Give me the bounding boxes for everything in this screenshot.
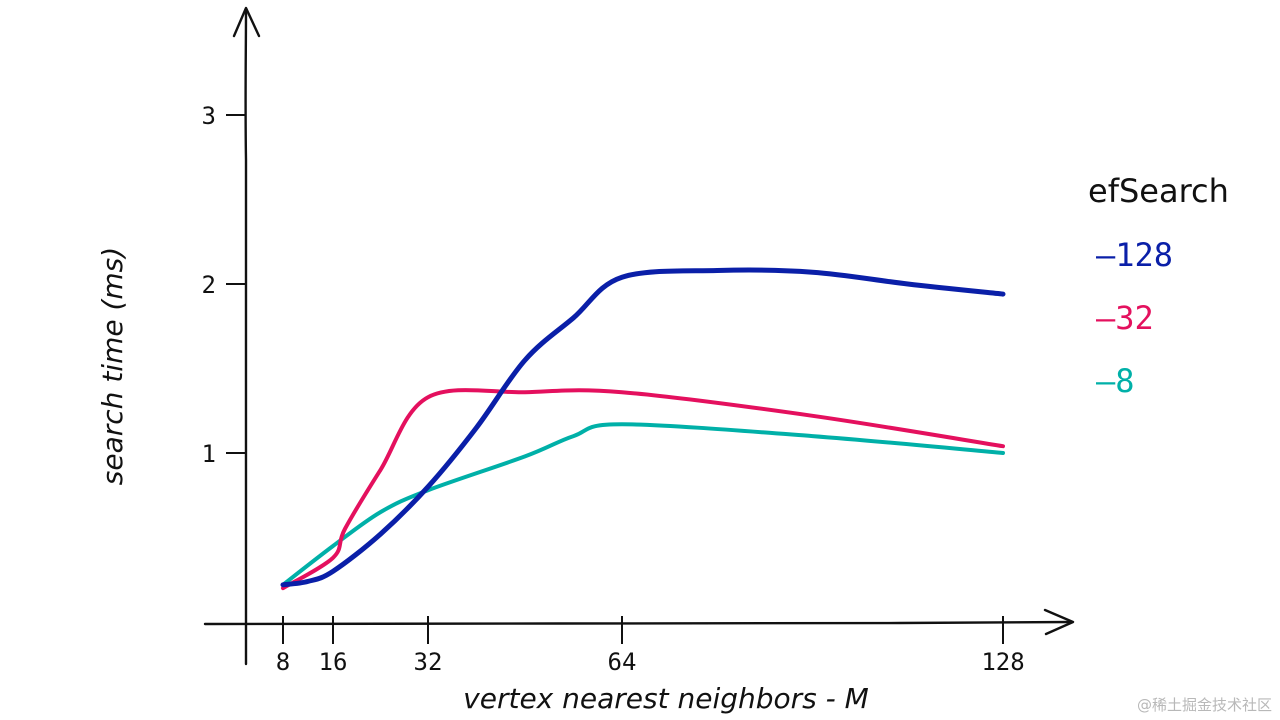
legend-item-128: —128 xyxy=(1096,236,1173,274)
y-tick-label: 1 xyxy=(202,440,216,468)
legend-items: —128 —32 —8 xyxy=(1096,236,1173,400)
watermark: @稀土掘金技术社区 xyxy=(1137,696,1272,714)
x-axis-label: vertex nearest neighbors - M xyxy=(463,682,869,715)
y-axis-label: search time (ms) xyxy=(96,247,129,485)
chart: 1 2 3 8 16 32 64 128 vertex nearest neighbors … xyxy=(0,0,1280,720)
legend: efSearch —128 —32 —8 xyxy=(1088,172,1229,400)
x-tick-label: 32 xyxy=(414,648,443,676)
series-line-32 xyxy=(283,390,1003,588)
y-ticks: 1 2 3 xyxy=(202,102,246,468)
legend-title: efSearch xyxy=(1088,172,1229,210)
x-tick-label: 64 xyxy=(608,648,637,676)
x-tick-label: 128 xyxy=(981,648,1024,676)
y-tick-label: 3 xyxy=(202,102,216,130)
x-axis xyxy=(205,622,1072,624)
x-tick-label: 16 xyxy=(319,648,348,676)
x-tick-label: 8 xyxy=(276,648,290,676)
series-lines xyxy=(283,270,1003,588)
x-ticks: 8 16 32 64 128 xyxy=(276,616,1025,676)
y-tick-label: 2 xyxy=(202,271,216,299)
y-axis xyxy=(246,10,247,664)
legend-item-32: —32 xyxy=(1096,299,1154,337)
legend-item-8: —8 xyxy=(1096,362,1135,400)
